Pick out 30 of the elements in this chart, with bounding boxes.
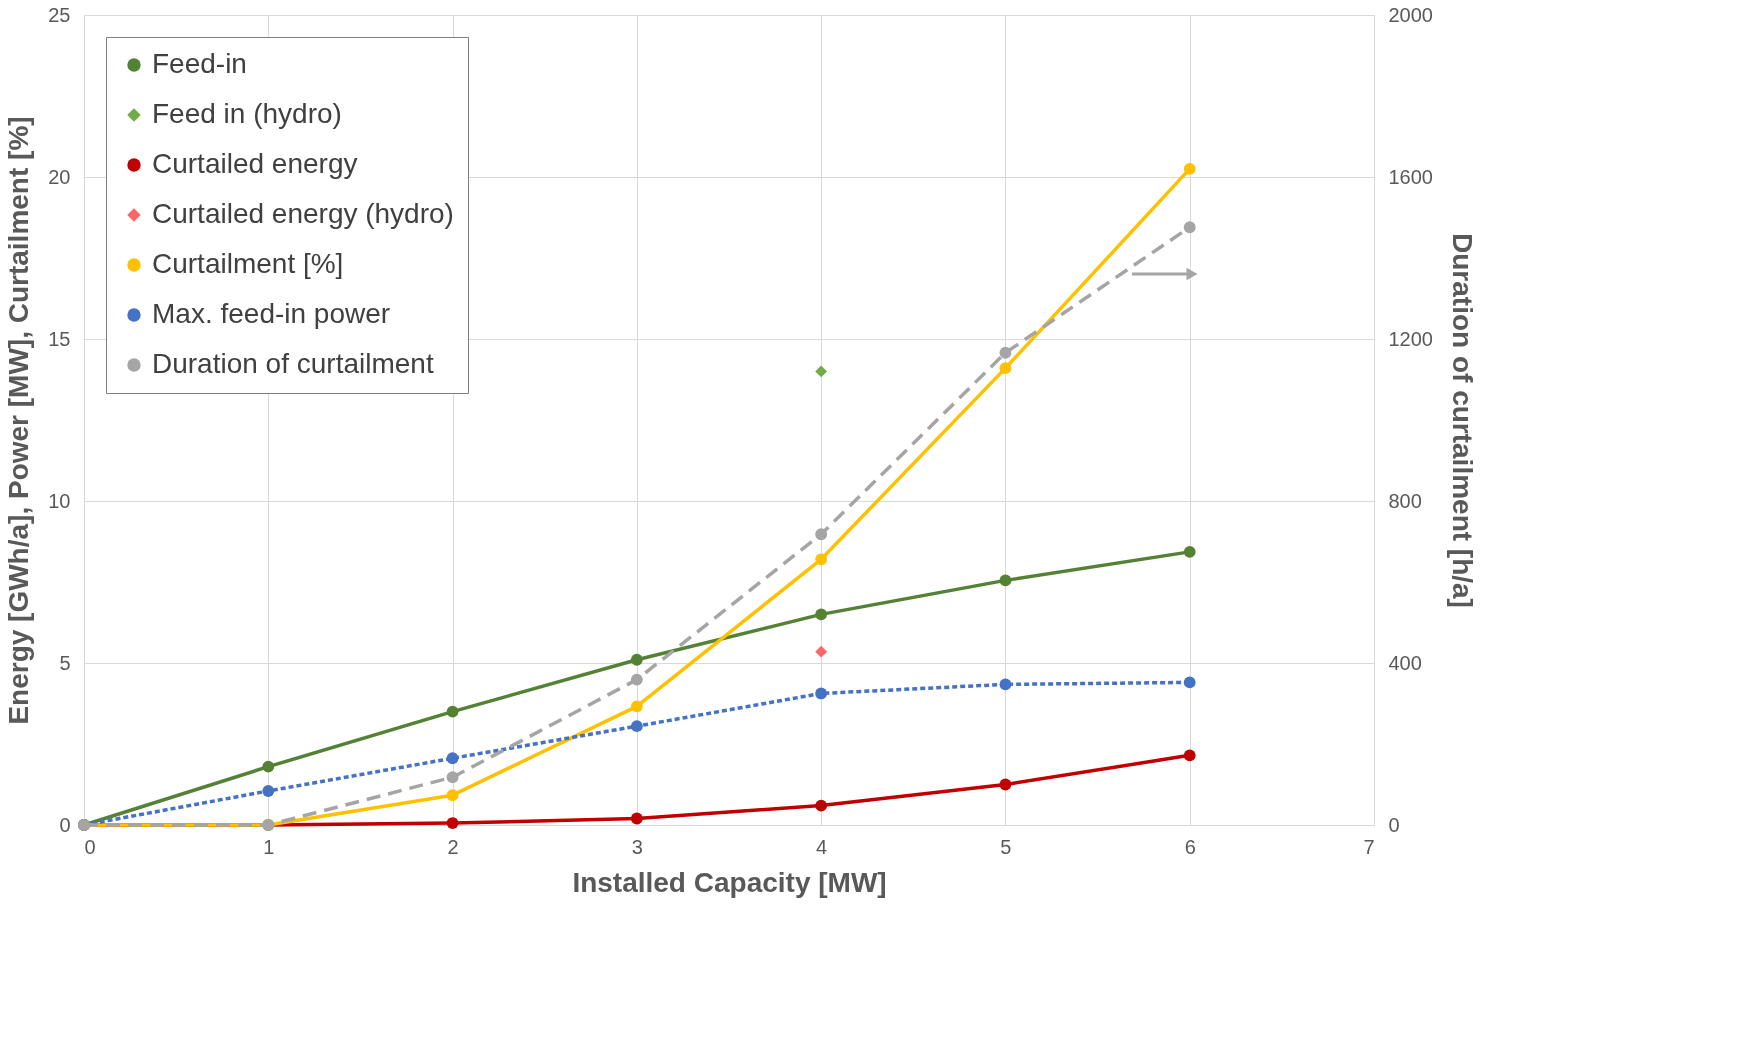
x-tick-label: 4 <box>816 835 828 858</box>
y-tick-label: 5 <box>59 651 71 674</box>
y2-tick-label: 1200 <box>1388 327 1433 350</box>
x-axis-title: Installed Capacity [MW] <box>572 866 887 898</box>
legend-label: Curtailed energy (hydro) <box>152 198 454 229</box>
legend-label: Curtailed energy <box>152 148 358 179</box>
y-tick-label: 15 <box>48 327 71 350</box>
y2-tick-label: 1600 <box>1388 165 1433 188</box>
y2-tick-label: 400 <box>1388 651 1422 674</box>
y-tick-label: 10 <box>48 489 71 512</box>
x-tick-label: 7 <box>1363 835 1375 858</box>
x-tick-label: 0 <box>84 835 96 858</box>
y-tick-label: 0 <box>59 813 71 836</box>
y-tick-label: 20 <box>48 165 71 188</box>
y2-axis-title: Duration of curtailment [h/a] <box>1446 233 1478 608</box>
x-tick-label: 6 <box>1184 835 1196 858</box>
legend-label: Feed in (hydro) <box>152 98 342 129</box>
y2-tick-label: 800 <box>1388 489 1422 512</box>
x-tick-label: 5 <box>1000 835 1012 858</box>
y-tick-label: 25 <box>48 3 71 26</box>
legend-label: Feed-in <box>152 48 247 79</box>
x-tick-label: 1 <box>263 835 275 858</box>
legend-label: Max. feed-in power <box>152 298 391 329</box>
x-tick-label: 2 <box>447 835 459 858</box>
y2-tick-label: 2000 <box>1388 3 1433 26</box>
legend-label: Curtailment [%] <box>152 248 344 279</box>
y2-tick-label: 0 <box>1388 813 1400 836</box>
y-axis-title: Energy [GWh/a], Power [MW], Curtailment [%] <box>3 116 35 725</box>
x-tick-label: 3 <box>631 835 643 858</box>
legend-label: Duration of curtailment <box>152 348 434 379</box>
